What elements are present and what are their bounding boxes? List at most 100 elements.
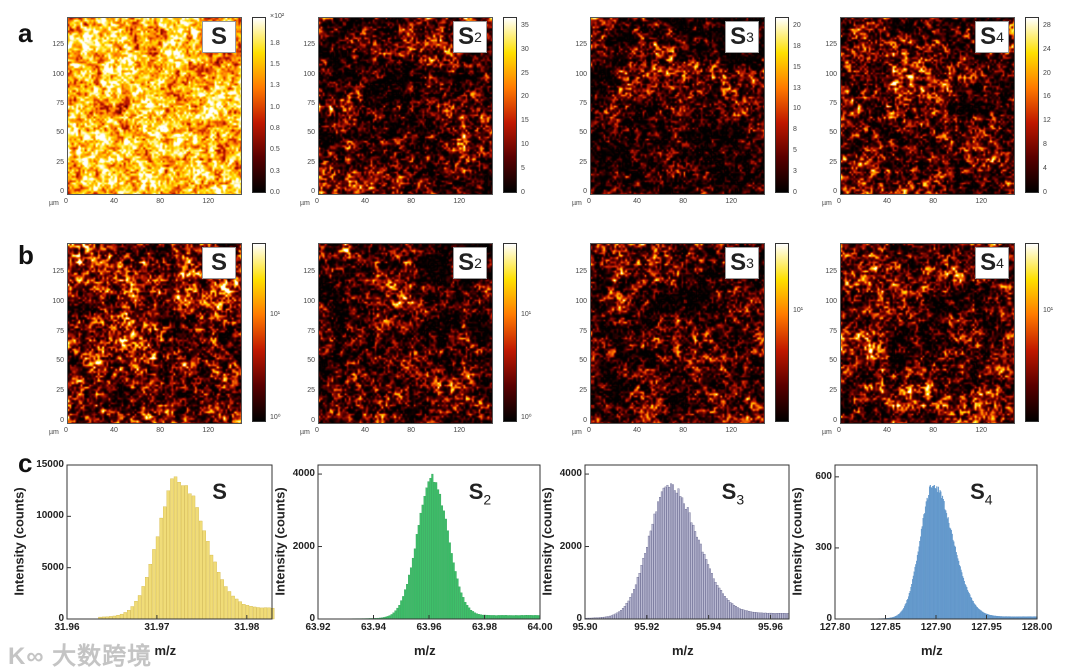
histogram-bar xyxy=(509,615,511,619)
histogram-bar xyxy=(455,571,457,619)
y-tick-label: 100 xyxy=(303,71,315,78)
y-tick-label: 50 xyxy=(829,357,837,364)
histogram-bar xyxy=(163,507,166,619)
y-tick-label: 25 xyxy=(579,387,587,394)
histogram-bar xyxy=(687,507,689,619)
x-tick-label: 40 xyxy=(110,198,118,205)
colorbar-tick-label: 10 xyxy=(793,105,801,112)
histogram-bar xyxy=(783,613,785,619)
colorbar-tick-label: 0.3 xyxy=(270,168,280,175)
histogram-bar xyxy=(648,536,650,619)
histogram-bar xyxy=(674,490,676,619)
histogram-bar xyxy=(644,553,646,619)
y-tick-label: 50 xyxy=(56,357,64,364)
x-tick-label: 80 xyxy=(407,427,415,434)
x-tick-label: 64.00 xyxy=(524,622,556,633)
y-tick-label: 25 xyxy=(56,387,64,394)
colorbar-tick-label: 1.0 xyxy=(270,104,280,111)
histogram-bar xyxy=(498,615,500,619)
y-tick-label: 2000 xyxy=(293,541,315,552)
histogram-bar xyxy=(641,565,643,619)
colorbar-tick-label: 8 xyxy=(793,126,797,133)
histogram-bar xyxy=(431,474,433,619)
histogram-bar xyxy=(235,599,238,619)
histogram-bar xyxy=(618,612,620,619)
y-tick-label: 10000 xyxy=(36,510,64,521)
histogram-bar xyxy=(395,611,397,619)
x-tick-label: 120 xyxy=(453,198,465,205)
sample-label-subscript: 3 xyxy=(746,255,754,271)
y-tick-label: 25 xyxy=(829,159,837,166)
histogram-bar xyxy=(486,615,488,619)
histogram-bar xyxy=(720,590,722,619)
histogram-bar xyxy=(726,598,728,619)
y-tick-label: 0 xyxy=(583,188,587,195)
histogram-bar xyxy=(611,615,613,619)
histogram-bar xyxy=(142,586,145,619)
watermark-text: 大数跨境 xyxy=(52,643,152,670)
histogram-bar xyxy=(774,613,776,619)
histogram-bar xyxy=(780,613,782,619)
histogram-bar xyxy=(683,504,685,619)
x-tick-label: 0 xyxy=(587,198,591,205)
colorbar-tick-label: 10¹ xyxy=(1043,307,1053,314)
x-tick-label: 63.96 xyxy=(413,622,445,633)
histogram-bar xyxy=(156,537,159,619)
histogram-bar xyxy=(635,585,637,619)
histogram-bar xyxy=(214,562,217,619)
x-tick-label: 0 xyxy=(315,198,319,205)
histogram-bar xyxy=(680,496,682,619)
x-tick-label: 40 xyxy=(883,427,891,434)
histogram-bar xyxy=(461,593,463,619)
y-tick-label: 125 xyxy=(825,268,837,275)
sample-label-name: S xyxy=(730,249,746,277)
x-tick-label: 0 xyxy=(64,198,68,205)
histogram-bar xyxy=(724,596,726,619)
chart-title: S4 xyxy=(970,479,992,507)
histogram-bar xyxy=(492,615,494,619)
axis-unit-label: µm xyxy=(822,429,832,436)
histogram-bar xyxy=(400,601,402,619)
histogram-bar xyxy=(496,616,498,619)
histogram-bar xyxy=(257,608,260,619)
y-tick-label: 75 xyxy=(307,328,315,335)
y-tick-label: 125 xyxy=(303,41,315,48)
histogram-bar xyxy=(748,611,750,619)
histogram-bar xyxy=(116,615,119,619)
y-tick-label: 0 xyxy=(576,613,582,624)
histogram-bar xyxy=(693,525,695,619)
colorbar-tick-label: 0.0 xyxy=(270,189,280,196)
histogram-bar xyxy=(268,608,271,619)
x-tick-label: 120 xyxy=(725,427,737,434)
histogram-bar xyxy=(663,488,665,619)
histogram-bar xyxy=(490,615,492,619)
histogram-bar xyxy=(181,486,184,619)
y-tick-label: 4000 xyxy=(293,468,315,479)
y-tick-label: 25 xyxy=(579,159,587,166)
axis-unit-label: µm xyxy=(300,429,310,436)
histogram-bar xyxy=(499,615,501,619)
y-axis-label: Intensity (counts) xyxy=(540,487,555,597)
colorbar: 10¹ xyxy=(775,243,789,422)
histogram-bar xyxy=(694,531,696,619)
histogram-bar xyxy=(451,553,453,619)
colorbar-tick-label: 35 xyxy=(521,22,529,29)
histogram-bar xyxy=(449,543,451,619)
histogram-bar xyxy=(757,613,759,619)
histogram-bar xyxy=(681,498,683,619)
histogram-bar xyxy=(685,509,687,619)
histogram-bar xyxy=(124,612,127,619)
histogram-bar xyxy=(523,615,525,619)
histogram-bar xyxy=(127,610,130,619)
sample-label: S xyxy=(202,247,236,279)
y-tick-label: 50 xyxy=(829,129,837,136)
histogram-plot xyxy=(585,465,789,619)
histogram-bar xyxy=(149,564,152,619)
colorbar-tick-label: 20 xyxy=(793,22,801,29)
